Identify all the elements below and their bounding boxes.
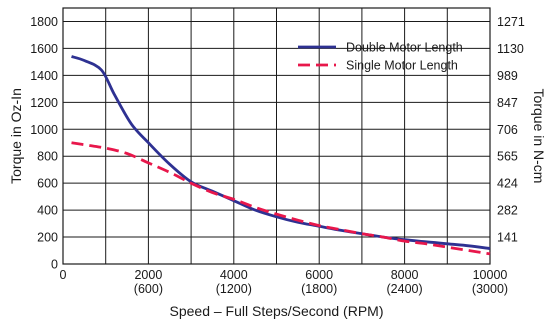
y-tick-label: 400 <box>37 204 58 218</box>
y2-tick-label: 847 <box>497 96 518 110</box>
y-axis-title-left: Torque in Oz-In <box>8 88 24 184</box>
y2-tick-label: 565 <box>497 150 518 164</box>
legend: Double Motor Length Single Motor Length <box>298 41 463 73</box>
y2-tick-label: 989 <box>497 69 518 83</box>
y-axis-title-right: Torque in N-cm <box>531 89 545 184</box>
y-tick-label: 800 <box>37 150 58 164</box>
y-tick-label: 1600 <box>30 42 58 56</box>
y-tick-label: 0 <box>51 258 58 272</box>
y2-tick-label: 141 <box>497 231 518 245</box>
x-tick-label: 4000 <box>220 268 248 282</box>
y2-tick-label: 424 <box>497 177 518 191</box>
y2-tick-label: 1130 <box>497 42 524 56</box>
x-tick-rpm-label: (3000) <box>472 282 508 296</box>
y2-tick-label: 282 <box>497 204 518 218</box>
y-tick-label: 200 <box>37 231 58 245</box>
x-tick-label: 10000 <box>473 268 508 282</box>
y2-tick-label: 1271 <box>497 15 525 29</box>
x-tick-label: 8000 <box>391 268 419 282</box>
y-tick-label: 1800 <box>30 15 58 29</box>
y-axis-ticks-right: 141 282 424 565 706 847 989 1130 1271 <box>497 15 525 245</box>
x-tick-rpm-label: (600) <box>134 282 163 296</box>
series-line-single-motor <box>71 141 491 256</box>
x-tick-label: 0 <box>60 268 67 282</box>
x-axis-ticks: 0 2000(600) 4000(1200) 6000(1800) 8000(2400)… <box>60 268 509 296</box>
y-tick-label: 1000 <box>30 123 58 137</box>
x-tick-rpm-label: (1800) <box>301 282 337 296</box>
x-tick-rpm-label: (2400) <box>387 282 423 296</box>
x-tick-rpm-label: (1200) <box>216 282 252 296</box>
legend-label: Double Motor Length <box>346 41 463 55</box>
series-line-double-motor <box>71 55 491 250</box>
x-axis-title: Speed – Full Steps/Second (RPM) <box>170 303 384 319</box>
y-axis-ticks-left: 0 200 400 600 800 1000 1200 1400 1600 1800 <box>30 15 58 272</box>
y-tick-label: 1200 <box>30 96 58 110</box>
y2-tick-label: 706 <box>497 123 518 137</box>
x-tick-label: 6000 <box>305 268 333 282</box>
y-tick-label: 600 <box>37 177 58 191</box>
y-tick-label: 1400 <box>30 69 58 83</box>
legend-label: Single Motor Length <box>346 59 458 73</box>
series-layer <box>71 55 491 256</box>
x-tick-label: 2000 <box>134 268 162 282</box>
